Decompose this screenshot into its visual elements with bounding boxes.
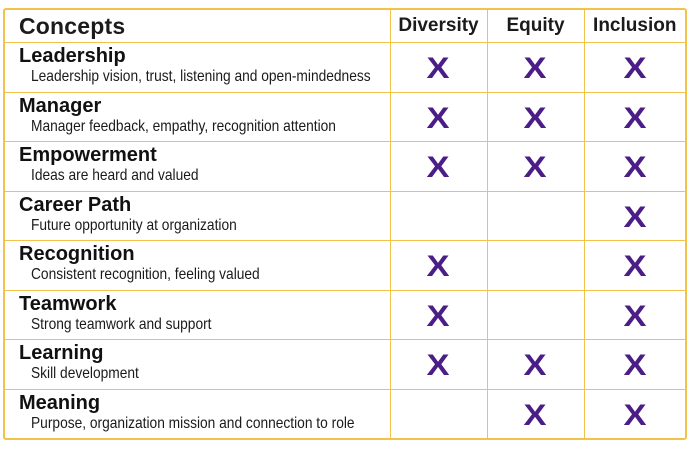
x-mark-icon: X (623, 349, 647, 383)
x-mark-icon: X (623, 101, 647, 135)
header-row: Concepts Diversity Equity Inclusion (5, 10, 685, 43)
concept-name: Career Path (19, 193, 132, 216)
diversity-cell: X (389, 42, 487, 92)
concept-cell: Leadership Leadership vision, trust, list… (5, 42, 390, 92)
inclusion-cell: X (583, 190, 685, 241)
concept-description: Ideas are heard and valued (31, 167, 199, 184)
concept-cell: Recognition Consistent recognition, feeli… (5, 240, 390, 290)
diversity-cell: X (389, 339, 487, 389)
concept-cell: Manager Manager feedback, empathy, recogn… (5, 91, 390, 142)
concept-name: Manager (19, 94, 102, 117)
table-row: Career Path Future opportunity at organiz… (5, 190, 685, 241)
table-row: Leadership Leadership vision, trust, list… (5, 42, 685, 92)
x-mark-icon: X (523, 398, 548, 432)
header-equity: Equity (486, 10, 584, 43)
table-row: Empowerment Ideas are heard and valued X X X (5, 141, 685, 191)
concept-description: Strong teamwork and support (31, 315, 212, 333)
concept-name: Learning (19, 342, 104, 364)
concept-description: Future opportunity at organization (31, 216, 237, 234)
diversity-cell (389, 190, 487, 241)
concept-description: Leadership vision, trust, listening and … (31, 68, 371, 85)
inclusion-cell: X (583, 42, 685, 92)
concept-cell: Empowerment Ideas are heard and valued (5, 141, 390, 191)
table-row: Learning Skill development X X X (5, 339, 685, 389)
x-mark-icon: X (426, 151, 451, 185)
equity-cell: X (486, 388, 584, 438)
diversity-cell: X (389, 289, 487, 340)
x-mark-icon: X (623, 250, 647, 284)
inclusion-cell: X (583, 289, 685, 340)
concept-name: Leadership (19, 45, 126, 67)
table-row: Meaning Purpose, organization mission and… (5, 388, 685, 438)
concept-description: Manager feedback, empathy, recognition a… (31, 117, 336, 135)
concept-cell: Career Path Future opportunity at organiz… (5, 190, 390, 241)
x-mark-icon: X (623, 200, 647, 234)
concept-description: Skill development (31, 365, 139, 382)
inclusion-cell: X (583, 388, 685, 438)
inclusion-cell: X (583, 339, 685, 389)
concept-cell: Learning Skill development (5, 339, 390, 389)
table-row: Manager Manager feedback, empathy, recogn… (5, 91, 685, 142)
equity-cell: X (486, 339, 584, 389)
header-diversity: Diversity (389, 10, 487, 43)
concepts-table: Concepts Diversity Equity Inclusion Lead… (5, 10, 685, 438)
x-mark-icon: X (523, 349, 548, 383)
diversity-cell (389, 388, 487, 438)
x-mark-icon: X (523, 151, 548, 185)
x-mark-icon: X (623, 151, 647, 185)
header-inclusion: Inclusion (583, 10, 685, 43)
table-row: Teamwork Strong teamwork and support X X (5, 289, 685, 340)
x-mark-icon: X (426, 349, 451, 383)
x-mark-icon: X (426, 299, 451, 333)
concept-description: Purpose, organization mission and connec… (31, 414, 355, 432)
x-mark-icon: X (426, 101, 451, 135)
x-mark-icon: X (426, 250, 451, 284)
table-row: Recognition Consistent recognition, feeli… (5, 240, 685, 290)
equity-cell (486, 289, 584, 340)
concept-name: Empowerment (19, 144, 157, 166)
x-mark-icon: X (623, 299, 647, 333)
concept-name: Meaning (19, 391, 101, 414)
inclusion-cell: X (583, 141, 685, 191)
diversity-cell: X (389, 91, 487, 142)
concepts-table-frame: Concepts Diversity Equity Inclusion Lead… (3, 8, 687, 440)
x-mark-icon: X (426, 52, 451, 86)
x-mark-icon: X (523, 101, 548, 135)
concept-name: Teamwork (19, 292, 117, 315)
x-mark-icon: X (623, 398, 647, 432)
equity-cell: X (486, 42, 584, 92)
diversity-cell: X (389, 240, 487, 290)
equity-cell: X (486, 141, 584, 191)
concept-cell: Meaning Purpose, organization mission and… (5, 388, 390, 438)
diversity-cell: X (389, 141, 487, 191)
concept-name: Recognition (19, 243, 135, 265)
concept-cell: Teamwork Strong teamwork and support (5, 289, 390, 340)
inclusion-cell: X (583, 240, 685, 290)
x-mark-icon: X (523, 52, 548, 86)
equity-cell (486, 240, 584, 290)
equity-cell: X (486, 91, 584, 142)
concept-description: Consistent recognition, feeling valued (31, 266, 260, 283)
equity-cell (486, 190, 584, 241)
x-mark-icon: X (623, 52, 647, 86)
header-concepts: Concepts (19, 12, 126, 39)
inclusion-cell: X (583, 91, 685, 142)
